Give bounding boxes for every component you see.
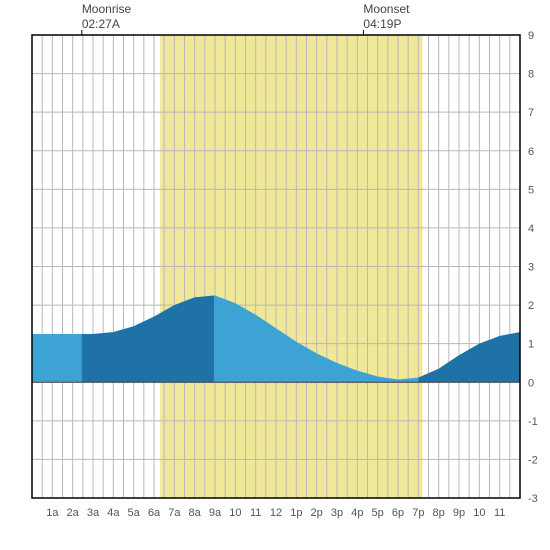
svg-text:12: 12 <box>270 507 282 519</box>
svg-text:3p: 3p <box>331 507 343 519</box>
svg-text:4p: 4p <box>351 507 363 519</box>
svg-text:8: 8 <box>528 69 534 81</box>
svg-text:1: 1 <box>528 339 534 351</box>
moonset-label: Moonset <box>363 2 409 16</box>
svg-text:7a: 7a <box>168 507 181 519</box>
svg-text:3a: 3a <box>87 507 100 519</box>
svg-text:6a: 6a <box>148 507 161 519</box>
svg-text:2: 2 <box>528 300 534 312</box>
svg-text:2a: 2a <box>67 507 80 519</box>
svg-text:8p: 8p <box>433 507 445 519</box>
svg-text:6: 6 <box>528 146 534 158</box>
svg-text:11: 11 <box>494 507 505 519</box>
moonset-annotation: Moonset 04:19P <box>363 2 409 32</box>
svg-text:10: 10 <box>229 507 241 519</box>
tide-chart: Moonrise 02:27A Moonset 04:19P -3-2-1012… <box>0 0 550 550</box>
svg-text:-1: -1 <box>528 416 538 428</box>
svg-text:-3: -3 <box>528 493 538 505</box>
moonset-time: 04:19P <box>363 17 409 32</box>
svg-text:8a: 8a <box>189 507 202 519</box>
moonrise-time: 02:27A <box>82 17 131 32</box>
svg-text:4: 4 <box>528 223 534 235</box>
chart-svg: -3-2-101234567891a2a3a4a5a6a7a8a9a101112… <box>0 0 550 550</box>
svg-text:5p: 5p <box>372 507 384 519</box>
svg-text:9: 9 <box>528 30 534 42</box>
svg-text:-2: -2 <box>528 454 538 466</box>
svg-text:7: 7 <box>528 107 534 119</box>
moonrise-annotation: Moonrise 02:27A <box>82 2 131 32</box>
svg-text:9p: 9p <box>453 507 465 519</box>
svg-text:10: 10 <box>473 507 485 519</box>
svg-text:3: 3 <box>528 262 534 274</box>
svg-text:7p: 7p <box>412 507 424 519</box>
svg-text:1p: 1p <box>290 507 302 519</box>
svg-text:2p: 2p <box>311 507 323 519</box>
svg-text:11: 11 <box>250 507 261 519</box>
svg-text:5: 5 <box>528 184 534 196</box>
moonrise-label: Moonrise <box>82 2 131 16</box>
svg-text:0: 0 <box>528 377 534 389</box>
svg-text:1a: 1a <box>46 507 59 519</box>
svg-text:6p: 6p <box>392 507 404 519</box>
svg-text:5a: 5a <box>128 507 141 519</box>
svg-text:4a: 4a <box>107 507 120 519</box>
svg-text:9a: 9a <box>209 507 222 519</box>
